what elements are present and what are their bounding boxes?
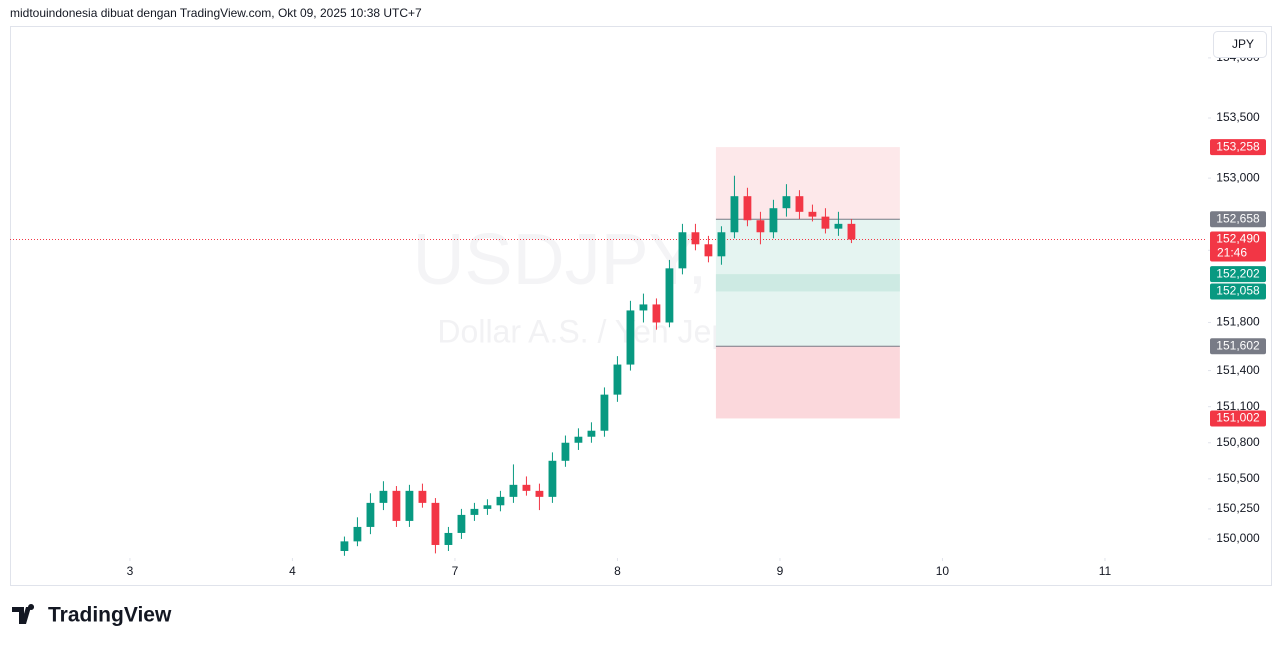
candle-body [509, 484, 518, 497]
frame [10, 26, 1272, 586]
candle-body [847, 223, 856, 240]
brand: TradingView [48, 604, 172, 627]
price-label: 151,002 [1216, 411, 1260, 425]
y-tick-label: 153,000 [1216, 170, 1260, 184]
candle-body [743, 196, 752, 221]
x-tick-label: 9 [777, 564, 784, 578]
price-label-box [1210, 283, 1266, 300]
candle-body [808, 211, 817, 217]
logo-icon [12, 604, 35, 624]
candle-body [756, 220, 765, 233]
header: midtouindonesia dibuat dengan TradingVie… [10, 6, 422, 20]
candle-body [483, 505, 492, 509]
candle-body [418, 490, 427, 503]
candle-body [366, 502, 375, 527]
candle-body [561, 442, 570, 461]
candle-body [665, 268, 674, 323]
countdown: 21:46 [1217, 246, 1247, 260]
y-tick-label: 151,400 [1216, 363, 1260, 377]
candle-body [496, 496, 505, 506]
x-tick-label: 8 [614, 564, 621, 578]
price-label-box [1210, 231, 1266, 262]
price-label-box [1210, 410, 1266, 427]
price-label: 152,058 [1216, 284, 1260, 298]
candle-body [444, 532, 453, 545]
candle-body [795, 196, 804, 212]
candle-body [717, 232, 726, 257]
candle-body [574, 436, 583, 443]
position-zone [715, 346, 900, 419]
x-tick-label: 10 [936, 564, 950, 578]
y-tick-label: 153,500 [1216, 110, 1260, 124]
candle-body [431, 502, 440, 545]
plot: USDJPY, 30 Dollar A.S. / Yen Jepang [10, 147, 1207, 556]
y-tick-label: 151,100 [1216, 399, 1260, 413]
x-tick-label: 4 [289, 564, 296, 578]
candle-body [782, 196, 791, 209]
candle-body [392, 490, 401, 521]
candle-body [652, 304, 661, 323]
candle-body [457, 514, 466, 533]
candle-body [769, 208, 778, 233]
candle-body [626, 310, 635, 365]
price-label: 152,658 [1216, 211, 1260, 225]
x-tick-label: 7 [452, 564, 459, 578]
candle-body [704, 244, 713, 257]
price-label-box [1210, 266, 1266, 283]
candle-body [379, 490, 388, 503]
candle-body [522, 484, 531, 491]
candle-body [548, 460, 557, 497]
x-tick-label: 11 [1099, 564, 1112, 578]
price-label: 152,490 [1216, 232, 1260, 246]
candle-body [613, 364, 622, 395]
candle-body [405, 490, 414, 521]
candle-body [340, 541, 349, 551]
y-tick-label: 150,800 [1216, 435, 1260, 449]
price-label: 151,602 [1216, 338, 1260, 352]
currency-label[interactable]: JPY [1232, 37, 1254, 51]
candle-body [600, 394, 609, 431]
candle-body [587, 430, 596, 437]
price-label-box [1210, 338, 1266, 355]
candle-body [730, 196, 739, 233]
candle-body [691, 232, 700, 245]
position-zone [715, 274, 900, 292]
price-label-box [1210, 139, 1266, 156]
candle-body [821, 216, 830, 229]
candle-body [353, 526, 362, 542]
currency-button[interactable] [1213, 31, 1267, 58]
y-tick-label: 150,500 [1216, 471, 1260, 485]
candle-body [639, 304, 648, 311]
x-tick-label: 3 [127, 564, 134, 578]
candle-body [470, 508, 479, 515]
position-zone [715, 147, 900, 220]
candle-body [535, 490, 544, 497]
y-tick-label: 150,000 [1216, 531, 1260, 545]
candle-body [834, 223, 843, 229]
candle-body [678, 232, 687, 269]
logo: TradingView [12, 604, 172, 627]
axes: 154,000153,500153,000152,400151,800151,4… [127, 50, 1266, 578]
y-tick-label: 151,800 [1216, 315, 1260, 329]
price-label: 152,202 [1216, 266, 1260, 280]
y-tick-label: 150,250 [1216, 501, 1260, 515]
price-label-box [1210, 211, 1266, 228]
price-label: 153,258 [1216, 139, 1260, 153]
